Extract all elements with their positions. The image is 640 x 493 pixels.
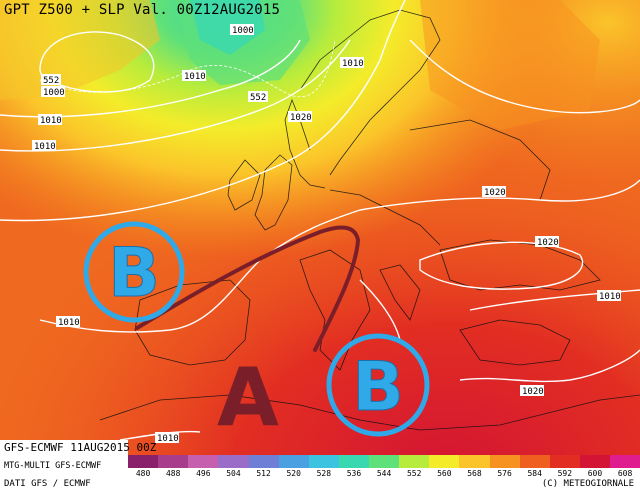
svg-text:B: B — [108, 234, 160, 313]
isobar-label: 1010 — [155, 432, 179, 444]
scale-swatch — [308, 455, 339, 468]
color-scale-ticks: 480 488 496 504 512 520 528 536 544 552 560 568 576 5… — [128, 469, 640, 479]
svg-text:1020: 1020 — [522, 387, 544, 397]
isobar-label: 1010 — [56, 316, 80, 328]
scale-swatch — [218, 455, 249, 468]
svg-text:552: 552 — [250, 93, 266, 103]
scale-swatch — [369, 455, 400, 468]
svg-text:1000: 1000 — [232, 26, 254, 36]
svg-text:1000: 1000 — [43, 88, 65, 98]
scale-tick-label: 568 — [467, 469, 482, 478]
isobar-label: 1010 — [597, 290, 621, 302]
front-line — [135, 225, 361, 352]
scale-tick-label: 520 — [286, 469, 301, 478]
scale-tick-label: 536 — [346, 469, 362, 478]
scale-swatch — [519, 455, 550, 468]
scale-tick-label: 584 — [527, 469, 542, 478]
scale-swatch — [459, 455, 490, 468]
svg-text:1020: 1020 — [537, 238, 559, 248]
isobar-label: 552 — [248, 91, 268, 103]
scale-tick-label: 552 — [406, 469, 422, 478]
scale-swatch — [579, 455, 610, 468]
scale-tick-label: 488 — [165, 469, 181, 478]
isobar-label: 1020 — [482, 186, 506, 198]
isobar-label: 1020 — [288, 111, 312, 123]
svg-text:1010: 1010 — [34, 142, 56, 152]
svg-text:1010: 1010 — [157, 434, 179, 444]
scale-swatch — [549, 455, 580, 468]
svg-text:1010: 1010 — [342, 59, 364, 69]
scale-tick-label: 528 — [316, 469, 332, 478]
scale-swatch — [429, 455, 460, 468]
scale-tick-label: 496 — [196, 469, 211, 478]
scale-swatch — [188, 455, 219, 468]
scale-tick-label: 512 — [256, 469, 271, 478]
scale-tick-label: 480 — [135, 469, 151, 478]
high-pressure-marker: A — [217, 351, 279, 444]
scale-swatch — [338, 455, 369, 468]
svg-text:1010: 1010 — [599, 292, 621, 302]
svg-text:1020: 1020 — [484, 188, 506, 198]
scale-tick-label: 576 — [497, 469, 512, 478]
credit-label: (C) METEOGIORNALE — [541, 479, 634, 489]
isobar-label: 552 — [41, 74, 61, 86]
isobar-label: 1020 — [535, 236, 559, 248]
isobar-label: 1010 — [32, 140, 56, 152]
svg-text:1010: 1010 — [58, 318, 80, 328]
isobar-label: 1000 — [41, 86, 65, 98]
scale-swatch — [489, 455, 520, 468]
scale-swatch — [610, 455, 640, 468]
isobar-label: 1010 — [182, 70, 206, 82]
isobar-label: 1010 — [38, 114, 62, 126]
footer-panel — [0, 440, 128, 493]
svg-text:1010: 1010 — [184, 72, 206, 82]
isobar-label: 1010 — [340, 57, 364, 69]
low-pressure-marker-south: B — [326, 333, 430, 437]
isobars — [0, 0, 640, 441]
scale-swatch — [248, 455, 279, 468]
scale-swatch — [158, 455, 189, 468]
coastlines — [99, 9, 640, 431]
z500-line — [39, 39, 336, 98]
source-label: DATI GFS / ECMWF — [4, 479, 91, 489]
svg-text:B: B — [352, 348, 404, 427]
color-scale — [128, 455, 640, 468]
svg-text:552: 552 — [43, 76, 59, 86]
isobar-label: 1000 — [230, 24, 254, 36]
isobar-label: 1020 — [520, 385, 544, 397]
scale-tick-label: 544 — [376, 469, 392, 478]
low-pressure-marker-west: B — [83, 221, 185, 323]
svg-text:1020: 1020 — [290, 113, 312, 123]
scale-tick-label: 504 — [226, 469, 241, 478]
scale-swatch — [278, 455, 309, 468]
svg-text:1010: 1010 — [40, 116, 62, 126]
map-title: GPT Z500 + SLP Val. 00Z12AUG2015 — [4, 2, 281, 18]
run-date: GFS-ECMWF 11AUG2015 00Z — [4, 441, 157, 454]
svg-text:A: A — [217, 351, 279, 444]
scale-tick-label: 560 — [437, 469, 452, 478]
scale-tick-label: 600 — [587, 469, 603, 478]
scale-tick-label: 608 — [617, 469, 633, 478]
scale-swatch — [128, 455, 159, 468]
scale-tick-label: 592 — [557, 469, 573, 478]
model-label: MTG-MULTI GFS-ECMWF — [4, 461, 102, 471]
scale-swatch — [399, 455, 430, 468]
